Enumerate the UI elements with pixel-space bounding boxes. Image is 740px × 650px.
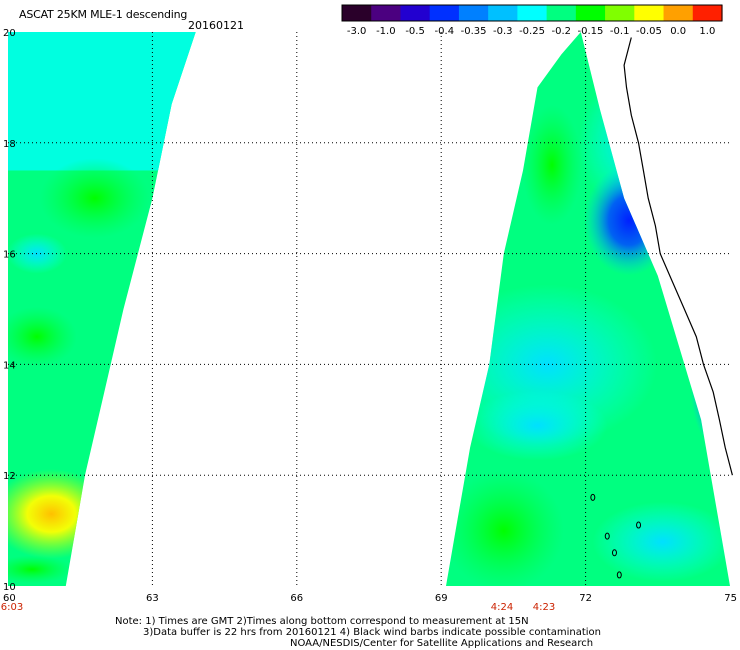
colorbar-segment xyxy=(663,5,694,21)
colorbar-tick-label: -0.15 xyxy=(578,26,604,36)
colorbar-segment xyxy=(488,5,518,21)
island xyxy=(636,521,642,529)
map-date: 20160121 xyxy=(188,19,244,32)
colorbar-tick-label: -0.3 xyxy=(493,26,513,36)
lon-tick-label: 72 xyxy=(579,593,592,604)
pass-time-label: 6:03 xyxy=(1,602,23,613)
lat-tick-label: 12 xyxy=(3,471,16,482)
colorbar-segment xyxy=(429,5,460,21)
island xyxy=(590,493,596,501)
colorbar: -3.0 -1.0 -0.5 -0.4 -0.35 -0.3 -0.25 -0.2 -0.15-… xyxy=(341,4,723,36)
island xyxy=(611,549,617,557)
note-line-1: Note: 1) Times are GMT 2)Times along bot… xyxy=(115,616,529,627)
colorbar-tick-label: -1.0 xyxy=(376,26,396,36)
note-line-2: 3)Data buffer is 22 hrs from 20160121 4)… xyxy=(143,627,601,638)
colorbar-segment xyxy=(605,5,635,21)
west-swath xyxy=(8,32,196,586)
colorbar-segment xyxy=(517,5,548,21)
colorbar-segment xyxy=(575,5,606,21)
pass-time-label: 4:24 xyxy=(491,602,513,613)
colorbar-tick-label: -0.35 xyxy=(461,26,487,36)
colorbar-segment xyxy=(546,5,577,21)
colorbar-tick-label: -0.2 xyxy=(551,26,571,36)
lon-tick-label: 60 xyxy=(3,593,16,604)
lon-tick-label: 75 xyxy=(724,593,737,604)
colorbar-segment xyxy=(634,5,665,21)
colorbar-tick-label: -3.0 xyxy=(347,26,367,36)
lon-tick-label: 63 xyxy=(146,593,159,604)
pass-time-label: 4:23 xyxy=(533,602,555,613)
island xyxy=(604,532,610,540)
lat-tick-label: 20 xyxy=(3,28,16,39)
colorbar-tick-label: -0.4 xyxy=(435,26,455,36)
colorbar-tick-label: -0.5 xyxy=(405,26,425,36)
colorbar-tick-label: 1.0 xyxy=(699,26,715,36)
lon-tick-label: 69 xyxy=(435,593,448,604)
colorbar-segment xyxy=(371,5,402,21)
colorbar-segment xyxy=(400,5,431,21)
colorbar-segment xyxy=(692,5,723,21)
island xyxy=(616,571,622,579)
map-title: ASCAT 25KM MLE-1 descending xyxy=(19,8,188,21)
colorbar-segment xyxy=(458,5,489,21)
colorbar-tick-label: -0.1 xyxy=(610,26,630,36)
colorbar-tick-label: 0.0 xyxy=(670,26,686,36)
colorbar-frame xyxy=(341,4,723,22)
lon-tick-label: 66 xyxy=(290,593,303,604)
note-line-3: NOAA/NESDIS/Center for Satellite Applica… xyxy=(290,638,594,649)
colorbar-tick-label: -0.05 xyxy=(636,26,662,36)
lat-tick-label: 18 xyxy=(3,139,16,150)
lat-tick-label: 14 xyxy=(3,360,16,371)
east-swath xyxy=(446,32,730,586)
lat-tick-label: 10 xyxy=(3,582,16,593)
colorbar-segment xyxy=(342,5,372,21)
lat-tick-label: 16 xyxy=(3,250,16,261)
colorbar-tick-label: -0.25 xyxy=(519,26,545,36)
